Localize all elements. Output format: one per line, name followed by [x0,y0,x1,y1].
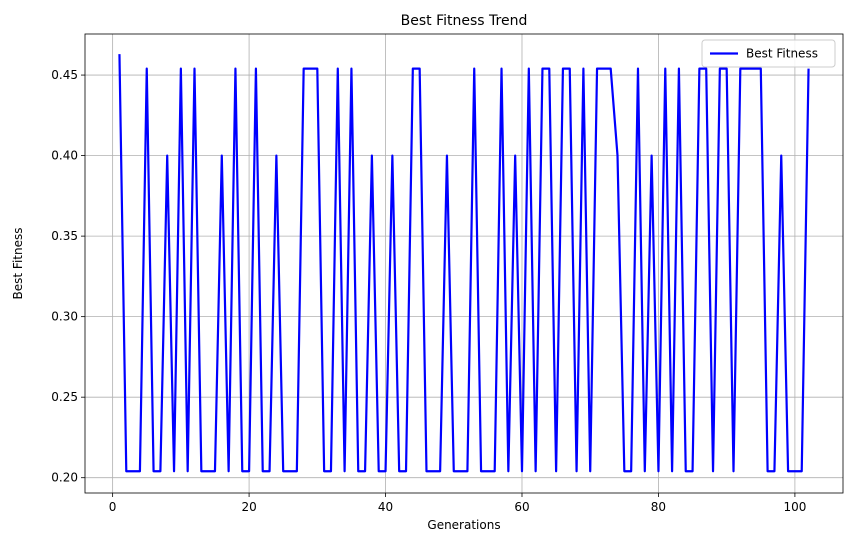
y-tick-label: 0.45 [51,68,78,82]
x-tick-label: 100 [783,500,806,514]
x-axis: 0 20 40 60 80 100 [109,493,806,514]
legend-entry: Best Fitness [746,47,818,61]
y-tick-label: 0.35 [51,229,78,243]
x-tick-label: 0 [109,500,117,514]
x-tick-label: 40 [378,500,393,514]
x-tick-label: 80 [651,500,666,514]
y-axis-label: Best Fitness [11,228,25,300]
y-tick-label: 0.30 [51,310,78,324]
x-tick-label: 60 [514,500,529,514]
x-axis-label: Generations [427,518,500,532]
x-tick-label: 20 [241,500,256,514]
y-axis: 0.20 0.25 0.30 0.35 0.40 0.45 [51,68,85,485]
series-line-best-fitness [118,54,810,473]
plot-frame [84,33,844,494]
legend-box [701,39,836,68]
chart-title: Best Fitness Trend [401,13,528,29]
y-tick-label: 0.40 [51,149,78,163]
legend: Best Fitness [701,39,836,68]
y-tick-label: 0.25 [51,390,78,404]
y-tick-label: 0.20 [51,471,78,485]
series-layer [118,54,810,473]
